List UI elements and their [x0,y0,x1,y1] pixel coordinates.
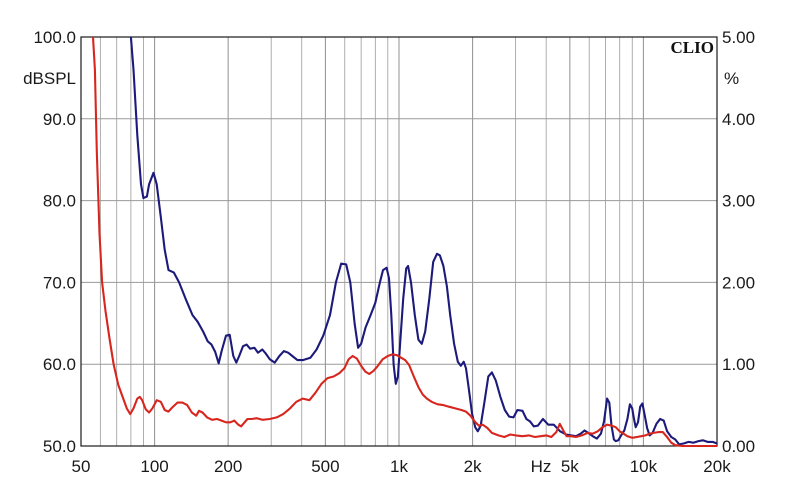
right-y-tick-label: 0.00 [722,437,755,456]
right-y-tick-label: 2.00 [722,273,755,292]
x-tick-label: 500 [311,457,339,476]
left-y-tick-label: 60.0 [43,355,76,374]
right-y-unit-label: % [724,69,739,88]
left-y-tick-label: 70.0 [43,273,76,292]
x-tick-labels: 50 100 200 500 1k 2k 5k 10k 20k [72,457,732,476]
right-y-tick-labels: 5.00 4.00 3.00 2.00 1.00 0.00 [722,28,755,456]
right-y-tick-label: 3.00 [722,192,755,211]
series-layer [91,36,718,448]
x-unit-label: Hz [531,457,552,476]
left-y-tick-labels: 100.0 90.0 80.0 70.0 60.0 50.0 [33,28,76,456]
right-y-tick-label: 5.00 [722,28,755,47]
right-y-tick-label: 1.00 [722,355,755,374]
x-tick-label: 10k [630,457,658,476]
series-line-2 [91,36,717,448]
left-y-unit-label: dBSPL [23,69,76,88]
series-line-1 [129,36,718,446]
left-y-tick-label: 80.0 [43,192,76,211]
left-y-tick-label: 100.0 [33,28,76,47]
vertical-gridlines [99,37,644,446]
x-tick-label: 200 [214,457,242,476]
x-tick-label: 5k [561,457,579,476]
left-y-tick-label: 50.0 [43,437,76,456]
right-y-tick-label: 4.00 [722,110,755,129]
x-tick-label: 100 [140,457,168,476]
x-tick-label: 20k [703,457,731,476]
plot-frame [80,36,718,447]
clio-brand-label: CLIO [671,38,714,57]
x-tick-label: 50 [72,457,91,476]
x-tick-label: 2k [464,457,482,476]
left-y-tick-label: 90.0 [43,110,76,129]
x-tick-label: 1k [390,457,408,476]
